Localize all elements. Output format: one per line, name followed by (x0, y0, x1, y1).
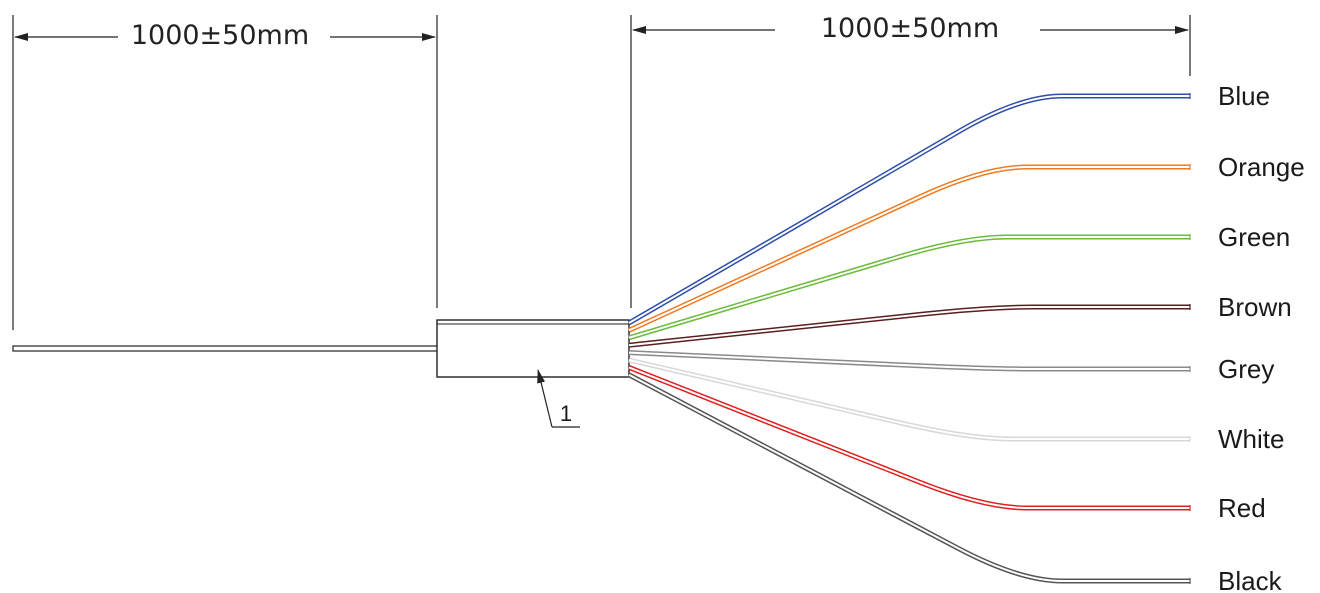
fiber-grey: Grey (628, 350, 1274, 384)
fiber-grey-core (628, 351, 1190, 370)
output-fibers: Blue Orange Green Brown Grey White Red Black (627, 81, 1305, 593)
input-fiber-tube (12, 345, 441, 352)
fiber-brown: Brown (628, 292, 1292, 348)
fiber-white-core (628, 359, 1190, 440)
callout-leader-arrow (537, 369, 553, 428)
fiber-label-white: White (1218, 424, 1284, 454)
fiber-blue-core (628, 95, 1190, 324)
fiber-green-core (628, 236, 1190, 339)
fiber-green-outline (628, 234, 1190, 341)
fiber-white: White (628, 357, 1284, 454)
left-dimension: 1000±50mm (12, 15, 438, 330)
fiber-orange: Orange (627, 152, 1305, 333)
fiber-brown-core (628, 306, 1190, 347)
fiber-label-red: Red (1218, 493, 1266, 523)
right-dimension: 1000±50mm (630, 13, 1191, 308)
fiber-label-orange: Orange (1218, 152, 1305, 182)
input-fiber (12, 345, 441, 352)
fiber-green: Green (628, 222, 1290, 341)
fiber-label-blue: Blue (1218, 81, 1270, 111)
fiber-black-core (628, 373, 1190, 582)
fiber-label-grey: Grey (1218, 354, 1274, 384)
callout-number: 1 (560, 401, 572, 426)
splitter-body (436, 319, 630, 378)
callout-1: 1 (537, 369, 580, 428)
splitter-box (436, 319, 630, 378)
fiber-red: Red (628, 365, 1266, 523)
left-dimension-label: 1000±50mm (131, 20, 309, 51)
fiber-blue: Blue (627, 81, 1270, 326)
fiber-label-black: Black (1218, 566, 1283, 593)
right-dimension-label: 1000±50mm (821, 13, 999, 44)
fiber-black: Black (627, 372, 1283, 593)
fiber-orange-core (628, 166, 1190, 332)
fiber-grey-outline (628, 350, 1190, 372)
fiber-label-brown: Brown (1218, 292, 1292, 322)
fiber-label-green: Green (1218, 222, 1290, 252)
fiber-red-core (628, 366, 1190, 509)
fiber-blue-outline (627, 93, 1190, 326)
